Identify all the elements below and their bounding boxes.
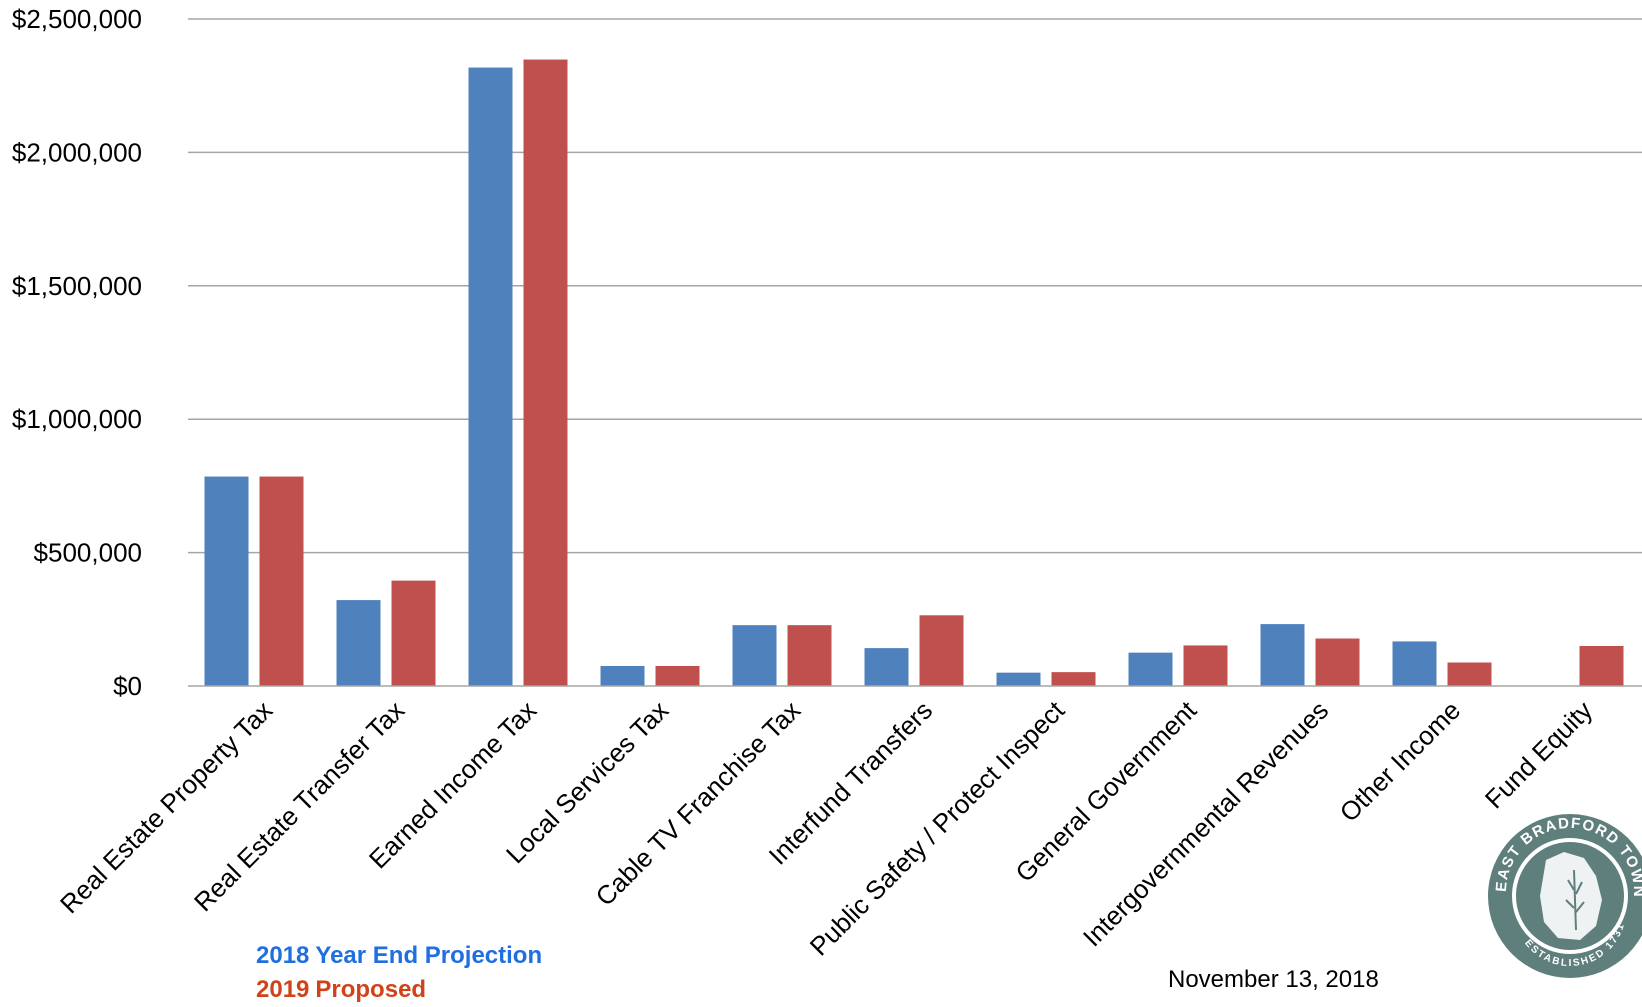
bar-2019 [1579,645,1624,686]
x-tick-label: Intergovernmental Revenues [1077,695,1334,952]
bar-2018 [864,648,909,686]
y-tick-label: $0 [113,671,142,701]
y-tick-label: $500,000 [34,538,142,568]
bar-2019 [1447,662,1492,686]
bar-2019 [919,615,964,686]
legend-year: 2018 [256,942,310,969]
bar-2018 [1128,652,1173,686]
legend-entry-2019: 2019 Proposed [256,976,542,1004]
bar-2018 [996,672,1041,686]
bar-2019 [259,476,304,686]
bar-2019 [1315,638,1360,686]
bar-2018 [336,600,381,686]
bar-2019 [1183,645,1228,686]
bar-2019 [523,59,568,687]
bar-2019 [391,580,436,686]
y-tick-label: $1,500,000 [12,271,142,301]
bar-2018 [732,625,777,686]
bar-2018 [600,665,645,686]
legend-label: Year End Projection [315,942,543,969]
x-tick-label: Real Estate Transfer Tax [188,695,410,917]
y-axis-ticks: $0 $500,000 $1,000,000 $1,500,000 $2,000,000… [12,4,142,701]
gridlines [188,18,1642,554]
bar-2019 [655,665,700,686]
bar-2019 [1051,672,1096,686]
y-tick-label: $2,000,000 [12,137,142,167]
bar-2018 [468,67,513,686]
township-seal-icon: EAST BRADFORD TOWNSHIP ESTABLISHED 1731 [1484,810,1642,978]
legend: 2018 Year End Projection 2019 Proposed [256,942,542,1004]
x-tick-label: Public Safety / Protect Inspect [804,694,1071,961]
y-tick-label: $1,000,000 [12,404,142,434]
legend-entry-2018: 2018 Year End Projection [256,942,542,970]
bars [204,59,1624,687]
y-tick-label: $2,500,000 [12,4,142,34]
x-tick-label: Other Income [1334,695,1467,828]
legend-year: 2019 [256,976,310,1003]
date-text: November 13, 2018 [1168,966,1379,993]
legend-label: Proposed [315,976,427,1003]
bar-2018 [204,476,249,686]
x-tick-label: Fund Equity [1479,695,1598,814]
bar-2018 [1392,641,1437,686]
x-tick-label: Real Estate Property Tax [54,695,278,919]
bar-2018 [1260,624,1305,686]
bar-2019 [787,625,832,686]
